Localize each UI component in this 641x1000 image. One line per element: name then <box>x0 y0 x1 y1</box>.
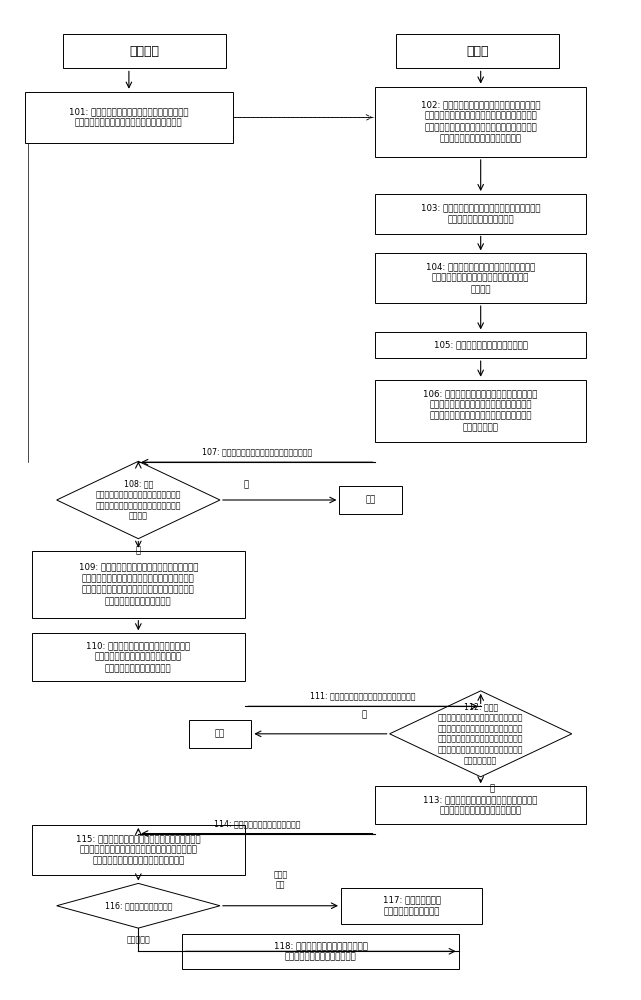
Text: 是: 是 <box>136 546 141 555</box>
FancyBboxPatch shape <box>31 551 245 618</box>
Text: 105: 客户端与蓝牙设备协商会话密钥: 105: 客户端与蓝牙设备协商会话密钥 <box>434 341 528 350</box>
Text: 118: 蓝牙设备向客户端发送配对成功
响应，配对成功，进入交易流程: 118: 蓝牙设备向客户端发送配对成功 响应，配对成功，进入交易流程 <box>274 941 367 962</box>
Text: 115: 蓝牙设备接收到配对请求后，获取蓝牙设备存
储区中保存的哈希值，根据哈希值生成配对码，根据
该配对码生成提示信息，显示该提示信息: 115: 蓝牙设备接收到配对请求后，获取蓝牙设备存 储区中保存的哈希值，根据哈希… <box>76 834 201 866</box>
Text: 结束: 结束 <box>215 729 225 738</box>
Text: 111: 蓝牙设备将加密的验证指令发送至客户端: 111: 蓝牙设备将加密的验证指令发送至客户端 <box>310 692 415 700</box>
Text: 蓝牙设备: 蓝牙设备 <box>129 45 160 58</box>
FancyBboxPatch shape <box>376 786 586 824</box>
Text: 104: 客户端选择搜索到的蓝牙广播包的值为
第一哈希值的蓝牙设备，与该蓝牙设备建立
蓝牙连接: 104: 客户端选择搜索到的蓝牙广播包的值为 第一哈希值的蓝牙设备，与该蓝牙设备… <box>426 262 535 294</box>
FancyBboxPatch shape <box>396 34 559 68</box>
Text: 113: 客户端根据哈希值生成配对码，根据该配
对码生成提示信息，显示该提示信息: 113: 客户端根据哈希值生成配对码，根据该配 对码生成提示信息，显示该提示信息 <box>424 795 538 815</box>
Text: 取消键
按下: 取消键 按下 <box>273 870 288 890</box>
Polygon shape <box>56 883 220 928</box>
Text: 否: 否 <box>362 710 367 719</box>
FancyBboxPatch shape <box>63 34 226 68</box>
Polygon shape <box>56 461 220 539</box>
Text: 110: 蓝牙设备根据哈希值生成验证指令，
应用协商好的会话密钥对该验证指令进
行加密，得到加密的验证指令: 110: 蓝牙设备根据哈希值生成验证指令， 应用协商好的会话密钥对该验证指令进 … <box>87 641 190 673</box>
Text: 确认键按下: 确认键按下 <box>126 936 150 945</box>
Text: 客户端: 客户端 <box>466 45 489 58</box>
FancyBboxPatch shape <box>188 720 251 748</box>
Text: 103: 客户端对获取到的蓝牙设备的设备序列号进
行哈希计算，得到第一哈希值: 103: 客户端对获取到的蓝牙设备的设备序列号进 行哈希计算，得到第一哈希值 <box>421 204 540 224</box>
Text: 102: 当客户端打开蓝牙连接并搜索到蓝牙广播包
时，根据客户端唯一标识码从服务器中获取与该客
户端绑定的蓝牙设备的设备序列号，将该蓝牙设备
的设备序列号保存至: 102: 当客户端打开蓝牙连接并搜索到蓝牙广播包 时，根据客户端唯一标识码从服务… <box>421 100 540 143</box>
Text: 108: 蓝牙
设备应用协商好的会话密钥对接收到的指
令进行解密，判断解密得到指令是否为随
机数指令: 108: 蓝牙 设备应用协商好的会话密钥对接收到的指 令进行解密，判断解密得到指… <box>96 479 181 521</box>
FancyBboxPatch shape <box>376 380 586 442</box>
Text: 116: 蓝牙设备检测按键状态: 116: 蓝牙设备检测按键状态 <box>104 901 172 910</box>
FancyBboxPatch shape <box>25 92 233 143</box>
Text: 109: 蓝牙设备从解密得到的随机数指令中获取随
机数，并获取蓝牙设备存储区中保存的设备序列号
，对随机数和设备序列号进行哈希运算，得到哈希
值并保存至蓝牙设备: 109: 蓝牙设备从解密得到的随机数指令中获取随 机数，并获取蓝牙设备存储区中保… <box>79 563 198 606</box>
Text: 101: 蓝牙设备开机，根据该蓝牙设备的设备序列
号的哈希值组成蓝牙广播包，广播该蓝牙广播包: 101: 蓝牙设备开机，根据该蓝牙设备的设备序列 号的哈希值组成蓝牙广播包，广播… <box>69 107 188 128</box>
Text: 112: 客户端
应用协商好的会话密钥对加密的验证指令
进行解密，得到验证指令，并从验证指令
中获取哈希值，根据客户端存储区中保存
的蓝牙设备的设备序列号和随机: 112: 客户端 应用协商好的会话密钥对加密的验证指令 进行解密，得到验证指令，… <box>438 702 524 765</box>
Text: 是: 是 <box>490 784 495 793</box>
FancyBboxPatch shape <box>341 888 482 924</box>
FancyBboxPatch shape <box>376 253 586 303</box>
FancyBboxPatch shape <box>31 633 245 681</box>
FancyBboxPatch shape <box>376 87 586 157</box>
FancyBboxPatch shape <box>182 934 459 969</box>
Text: 114: 客户端向蓝牙设备发送配对请求: 114: 客户端向蓝牙设备发送配对请求 <box>213 820 300 829</box>
FancyBboxPatch shape <box>376 194 586 234</box>
FancyBboxPatch shape <box>376 332 586 358</box>
FancyBboxPatch shape <box>31 825 245 875</box>
FancyBboxPatch shape <box>339 486 402 514</box>
Text: 结束: 结束 <box>365 495 376 504</box>
Text: 117: 蓝牙设备提示取
消配对时，进入省电模式: 117: 蓝牙设备提示取 消配对时，进入省电模式 <box>383 896 440 916</box>
Text: 否: 否 <box>244 480 249 489</box>
Polygon shape <box>390 691 572 777</box>
Text: 107: 客户端将加密的随机数指令发送至蓝牙设备: 107: 客户端将加密的随机数指令发送至蓝牙设备 <box>202 447 312 456</box>
Text: 106: 客户端生成随机数并保存至客户端存储区
中，根据该随机数生成随机数指令，应用协商
好的会话密钥对随机数指令进行加密，得到加
密的随机数指令: 106: 客户端生成随机数并保存至客户端存储区 中，根据该随机数生成随机数指令，… <box>424 389 538 432</box>
